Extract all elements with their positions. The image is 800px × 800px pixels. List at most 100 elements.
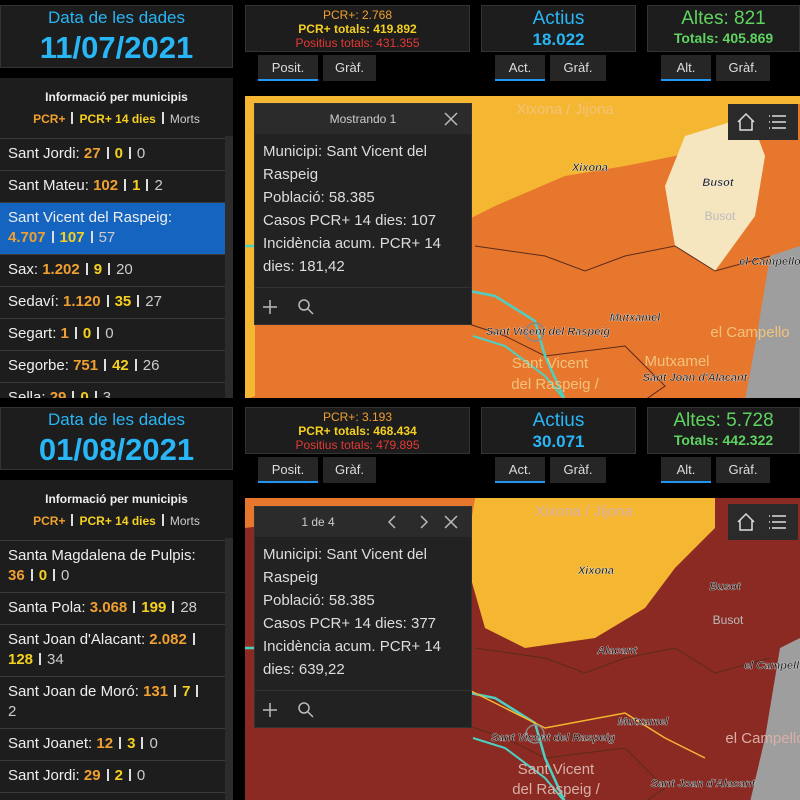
popup-body: Municipi: Sant Vicent del Raspeig Poblaci… <box>255 537 471 687</box>
popup-line: Incidència acum. PCR+ 14 dies: 181,42 <box>263 235 442 275</box>
scrollbar <box>225 538 233 800</box>
layers-button[interactable] <box>769 515 786 529</box>
zoom-handle <box>307 308 314 315</box>
tab-button[interactable]: Act. <box>495 457 545 483</box>
tab-button[interactable]: Gràf. <box>550 457 606 483</box>
municipality-name: Sax: <box>8 261 39 278</box>
list-title: Informació per municipis <box>45 492 188 506</box>
active-value: 18.022 <box>532 30 585 49</box>
tab-button[interactable]: Gràf. <box>716 457 770 483</box>
pan-button[interactable] <box>263 300 277 314</box>
map-label: Busot <box>713 613 744 627</box>
layers-button[interactable] <box>769 115 786 129</box>
positive-total: Positius totals: 479.895 <box>295 438 420 452</box>
list-row[interactable]: Sant Joan d'Alacant: 2.082 128 34 <box>0 624 225 676</box>
list-row[interactable]: Segorbe: 751 42 26 <box>0 350 225 382</box>
pcr-count: PCR+: 3.193 <box>322 410 393 424</box>
municipality-name: Santa Pola: <box>8 599 86 616</box>
map-region <box>745 246 800 398</box>
tab-button[interactable]: Posit. <box>258 457 318 483</box>
zoom-button[interactable] <box>298 702 310 714</box>
separator <box>39 653 42 665</box>
border-line <box>474 245 771 272</box>
list-row[interactable]: Santa Magdalena de Pulpis: 36 0 0 <box>0 540 225 592</box>
discharged-count: Altes: 821 <box>681 8 766 29</box>
list-row[interactable]: Sant Vicent del Raspeig: 4.707 107 57 <box>0 202 225 254</box>
home-button[interactable] <box>737 112 755 131</box>
next-button[interactable] <box>420 515 429 529</box>
map-label: Xixona <box>577 565 614 577</box>
row-value: 42 <box>112 357 129 374</box>
row-value: 751 <box>73 357 99 374</box>
row-value: 0 <box>38 567 48 584</box>
list-row[interactable]: Santa Pola: 3.068 199 28 <box>0 592 225 624</box>
tab-button[interactable]: Alt. <box>661 55 711 81</box>
prev-button[interactable] <box>387 515 396 529</box>
separator <box>97 327 100 339</box>
map-label: Busot <box>709 581 742 593</box>
tab-button[interactable]: Alt. <box>661 457 711 483</box>
date-value: 01/08/2021 <box>38 432 195 467</box>
list-row[interactable]: Sant Mateu: 11352 <box>0 792 225 800</box>
municipality-name: Segart: <box>8 325 57 342</box>
tab-button[interactable]: Posit. <box>258 55 318 81</box>
municipality-name: Sant Joan d'Alacant: <box>8 631 146 648</box>
popup-title: Mostrando 1 <box>329 112 397 126</box>
date-box: Data de les dades 01/08/2021 <box>0 407 233 470</box>
row-value: 3 <box>102 389 112 398</box>
row-value: 9 <box>93 261 103 278</box>
map-label: del Raspeig / <box>511 376 599 393</box>
map-label: del Raspeig / <box>512 781 600 798</box>
separator <box>137 295 140 307</box>
row-value: 0 <box>61 567 70 584</box>
tab-button[interactable]: Gràf. <box>323 55 376 81</box>
border-line <box>474 647 771 674</box>
row-value: 26 <box>142 357 160 374</box>
row-value: 12 <box>96 735 114 752</box>
separator <box>106 295 109 307</box>
close-button[interactable] <box>444 515 458 529</box>
district-border <box>472 737 565 800</box>
home-button[interactable] <box>737 512 755 531</box>
dashboard-panel: Data de les dades 01/08/2021 PCR+: 3.193 PC… <box>0 402 800 800</box>
list-row[interactable]: Sedaví: 1.120 35 27 <box>0 286 225 318</box>
border-line <box>444 717 666 800</box>
map-label: Sant Vicent del Raspeig <box>486 326 611 338</box>
active-label: Actius <box>532 410 585 431</box>
list-row[interactable]: Sax: 1.202 9 20 <box>0 254 225 286</box>
map-toolbar <box>728 104 798 140</box>
row-value: 28 <box>180 599 197 616</box>
row-value: 7 <box>182 683 191 700</box>
municipality-name: Sedaví: <box>8 293 59 310</box>
popup-controls <box>387 515 458 529</box>
municipality-list: Informació per municipis PCR+ PCR+ 14 dies… <box>0 480 233 800</box>
municipality-name: Sant Mateu: <box>8 177 89 194</box>
list-row[interactable]: Sant Mateu: 102 1 2 <box>0 170 225 202</box>
separator <box>53 569 56 581</box>
separator <box>71 112 74 124</box>
popup-title: 1 de 4 <box>301 515 335 529</box>
list-row[interactable]: Sant Jordi: 27 0 0 <box>0 138 225 170</box>
row-value: 2 <box>114 767 123 784</box>
active-value: 30.071 <box>532 432 585 451</box>
tab-button[interactable]: Act. <box>495 55 545 81</box>
row-value: 1 <box>60 325 69 342</box>
row-value: 34 <box>47 651 64 668</box>
close-button[interactable] <box>444 112 458 126</box>
zoom-button[interactable] <box>298 299 310 311</box>
popup: Mostrando 1 Municipi: Sant Vicent del Ras… <box>254 103 472 325</box>
list-row[interactable]: Sella: 29 0 3 <box>0 382 225 398</box>
municipality-name: Sella: <box>8 389 46 398</box>
tab-button[interactable]: Gràf. <box>716 55 770 81</box>
tab-button[interactable]: Gràf. <box>323 457 376 483</box>
row-value: 27 <box>145 293 162 310</box>
map-label: Sant Joan d'Alacant <box>651 778 757 790</box>
tab-button[interactable]: Gràf. <box>550 55 606 81</box>
list-row[interactable]: Sant Joanet: 12 3 0 <box>0 728 225 760</box>
list-row[interactable]: Sant Joan de Moró: 131 7 2 <box>0 676 225 728</box>
separator <box>72 391 75 398</box>
pan-button[interactable] <box>263 703 277 717</box>
list-row[interactable]: Sant Jordi: 29 2 0 <box>0 760 225 792</box>
list-legend: PCR+ PCR+ 14 dies Morts <box>0 112 233 126</box>
